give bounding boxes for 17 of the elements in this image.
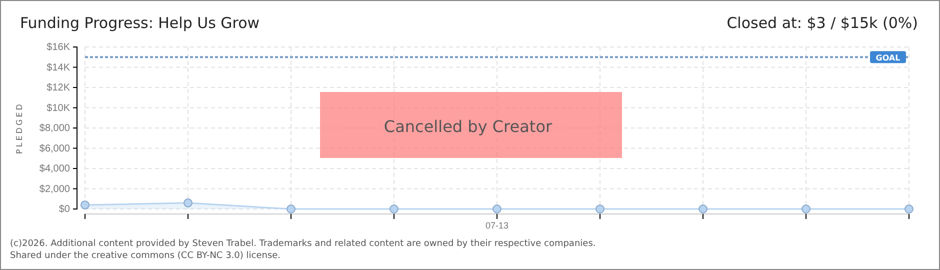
y-tick-label: $16K (46, 42, 70, 54)
y-axis-title: PLEDGED (15, 102, 24, 154)
y-tick-label: $4,000 (39, 164, 70, 175)
y-tick-label: $12K (46, 82, 70, 94)
y-tick-label: $8,000 (39, 123, 70, 134)
y-tick-label: $6,000 (39, 143, 70, 154)
y-tick-label: $10K (46, 102, 70, 114)
x-tick-label: 07-13 (485, 220, 509, 230)
annotation: Cancelled by Creator (384, 117, 552, 136)
chart-subtitle: Closed at: $3 / $15k (0%) (726, 14, 918, 32)
chart-title: Funding Progress: Help Us Grow (20, 14, 260, 32)
ref-line-label: GOAL (876, 54, 900, 63)
text: Shared under the creative commons (CC BY-NC 3.0) license. (10, 251, 281, 261)
text: (c)2026. Additional content provided by Steven Trabel. Trademarks and related content are owned by their respective companies. (10, 239, 596, 249)
y-tick-label: $2,000 (39, 184, 70, 195)
y-tick-label: $14K (46, 62, 70, 74)
y-tick-label: $0 (58, 204, 70, 216)
